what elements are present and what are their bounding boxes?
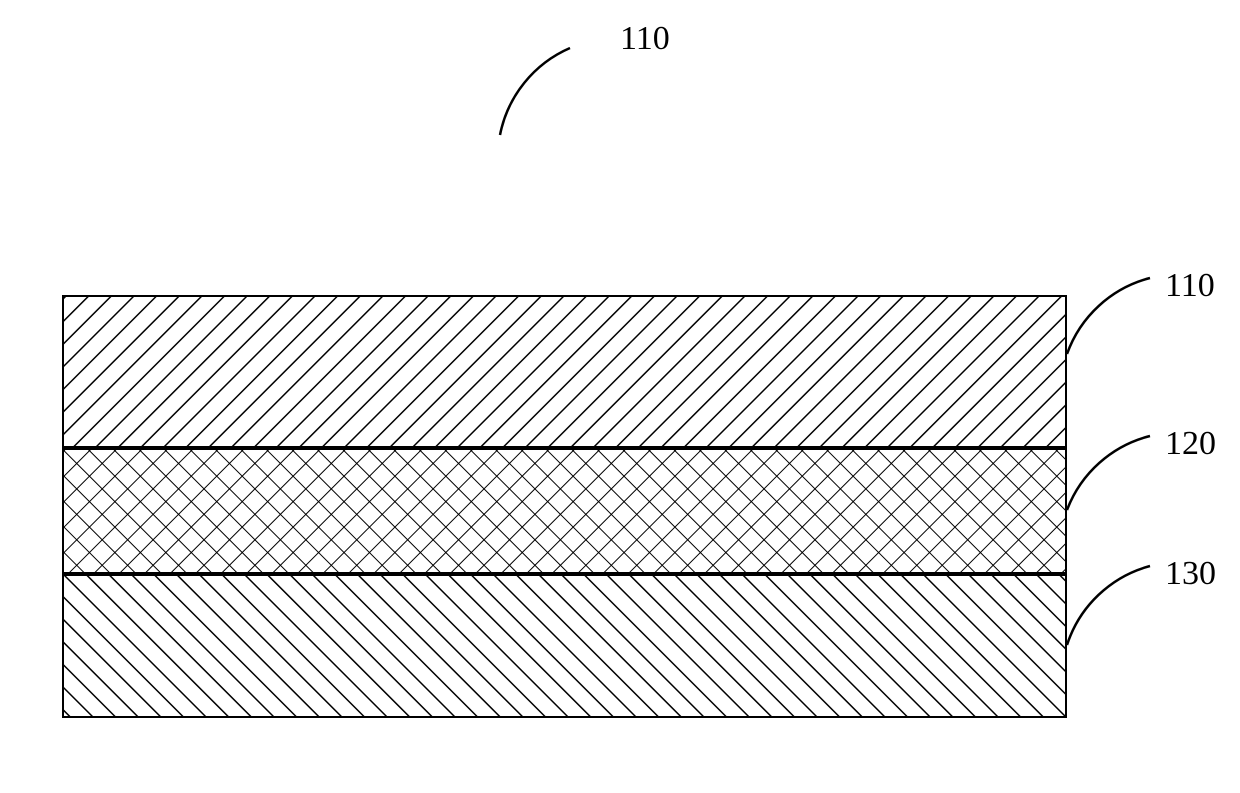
label-120: 120	[1165, 425, 1216, 463]
layer-130	[62, 574, 1067, 718]
diagram-canvas: 110 110 120 130	[0, 0, 1240, 793]
label-110-side: 110	[1165, 267, 1215, 305]
layer-120	[62, 448, 1067, 574]
label-110-top: 110	[620, 20, 670, 58]
label-130: 130	[1165, 555, 1216, 593]
layer-110	[62, 295, 1067, 448]
